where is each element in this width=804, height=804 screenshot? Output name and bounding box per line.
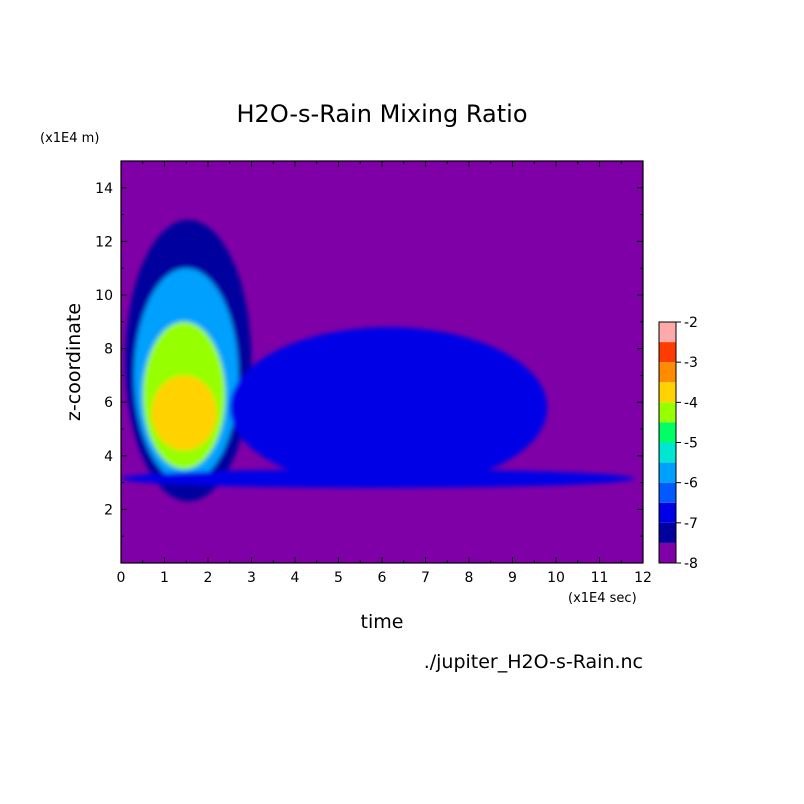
- y-tick-label: 12: [95, 234, 113, 250]
- colorbar-swatch: [659, 342, 676, 363]
- colorbar-swatch: [659, 382, 676, 403]
- x-tick-label: 11: [591, 570, 609, 586]
- colorbar-swatch: [659, 542, 676, 563]
- y-tick-label: 2: [104, 502, 113, 518]
- colorbar-swatch: [659, 482, 676, 503]
- x-tick-label: 4: [291, 570, 300, 586]
- colorbar-tick-label: -5: [684, 436, 698, 452]
- x-tick-label: 6: [378, 570, 387, 586]
- colorbar-tick-label: -8: [684, 556, 698, 572]
- colorbar-swatch: [659, 362, 676, 383]
- colorbar-swatch: [659, 522, 676, 543]
- colorbar-swatch: [659, 422, 676, 443]
- x-axis: 0 1 2 3 4 5 6 7 8 9 10 11 12: [117, 161, 652, 586]
- x-tick-label: 0: [117, 570, 126, 586]
- colorbar-swatch: [659, 322, 676, 343]
- colorbar: -2 -3 -4 -5 -6 -7 -8: [658, 315, 698, 572]
- y-axis: 2 4 6 8 10 12 14: [95, 181, 643, 537]
- source-file-label: ./jupiter_H2O-s-Rain.nc: [424, 651, 643, 673]
- colorbar-tick-label: -7: [684, 516, 698, 532]
- colorbar-swatch: [659, 502, 676, 523]
- x-tick-label: 10: [547, 570, 565, 586]
- x-tick-label: 1: [160, 570, 169, 586]
- chart-title: H2O-s-Rain Mixing Ratio: [237, 100, 528, 128]
- x-tick-label: 3: [247, 570, 256, 586]
- colorbar-swatch: [659, 462, 676, 483]
- contour-region-low-layer: [121, 469, 635, 488]
- contour-fill: [121, 219, 635, 502]
- y-tick-label: 14: [95, 181, 113, 197]
- contour-region-trailing-band: [229, 327, 548, 488]
- colorbar-swatch: [659, 402, 676, 423]
- x-unit-label: (x1E4 sec): [568, 591, 637, 606]
- x-tick-label: 8: [465, 570, 474, 586]
- colorbar-swatch: [659, 442, 676, 463]
- x-tick-label: 5: [334, 570, 343, 586]
- y-tick-label: 4: [104, 449, 113, 465]
- colorbar-tick-label: -2: [684, 315, 698, 331]
- x-axis-label: time: [361, 611, 404, 633]
- colorbar-tick-label: -6: [684, 476, 698, 492]
- x-tick-label: 2: [204, 570, 213, 586]
- x-tick-label: 9: [508, 570, 517, 586]
- x-tick-label: 7: [421, 570, 430, 586]
- x-tick-label: 12: [634, 570, 652, 586]
- colorbar-tick-label: -3: [684, 355, 698, 371]
- y-tick-label: 6: [104, 395, 113, 411]
- y-axis-label: z-coordinate: [63, 303, 85, 421]
- y-tick-label: 10: [95, 288, 113, 304]
- y-tick-label: 8: [104, 342, 113, 358]
- y-unit-label: (x1E4 m): [40, 131, 99, 146]
- colorbar-tick-label: -4: [684, 395, 698, 411]
- contour-region-core-peak: [151, 375, 217, 451]
